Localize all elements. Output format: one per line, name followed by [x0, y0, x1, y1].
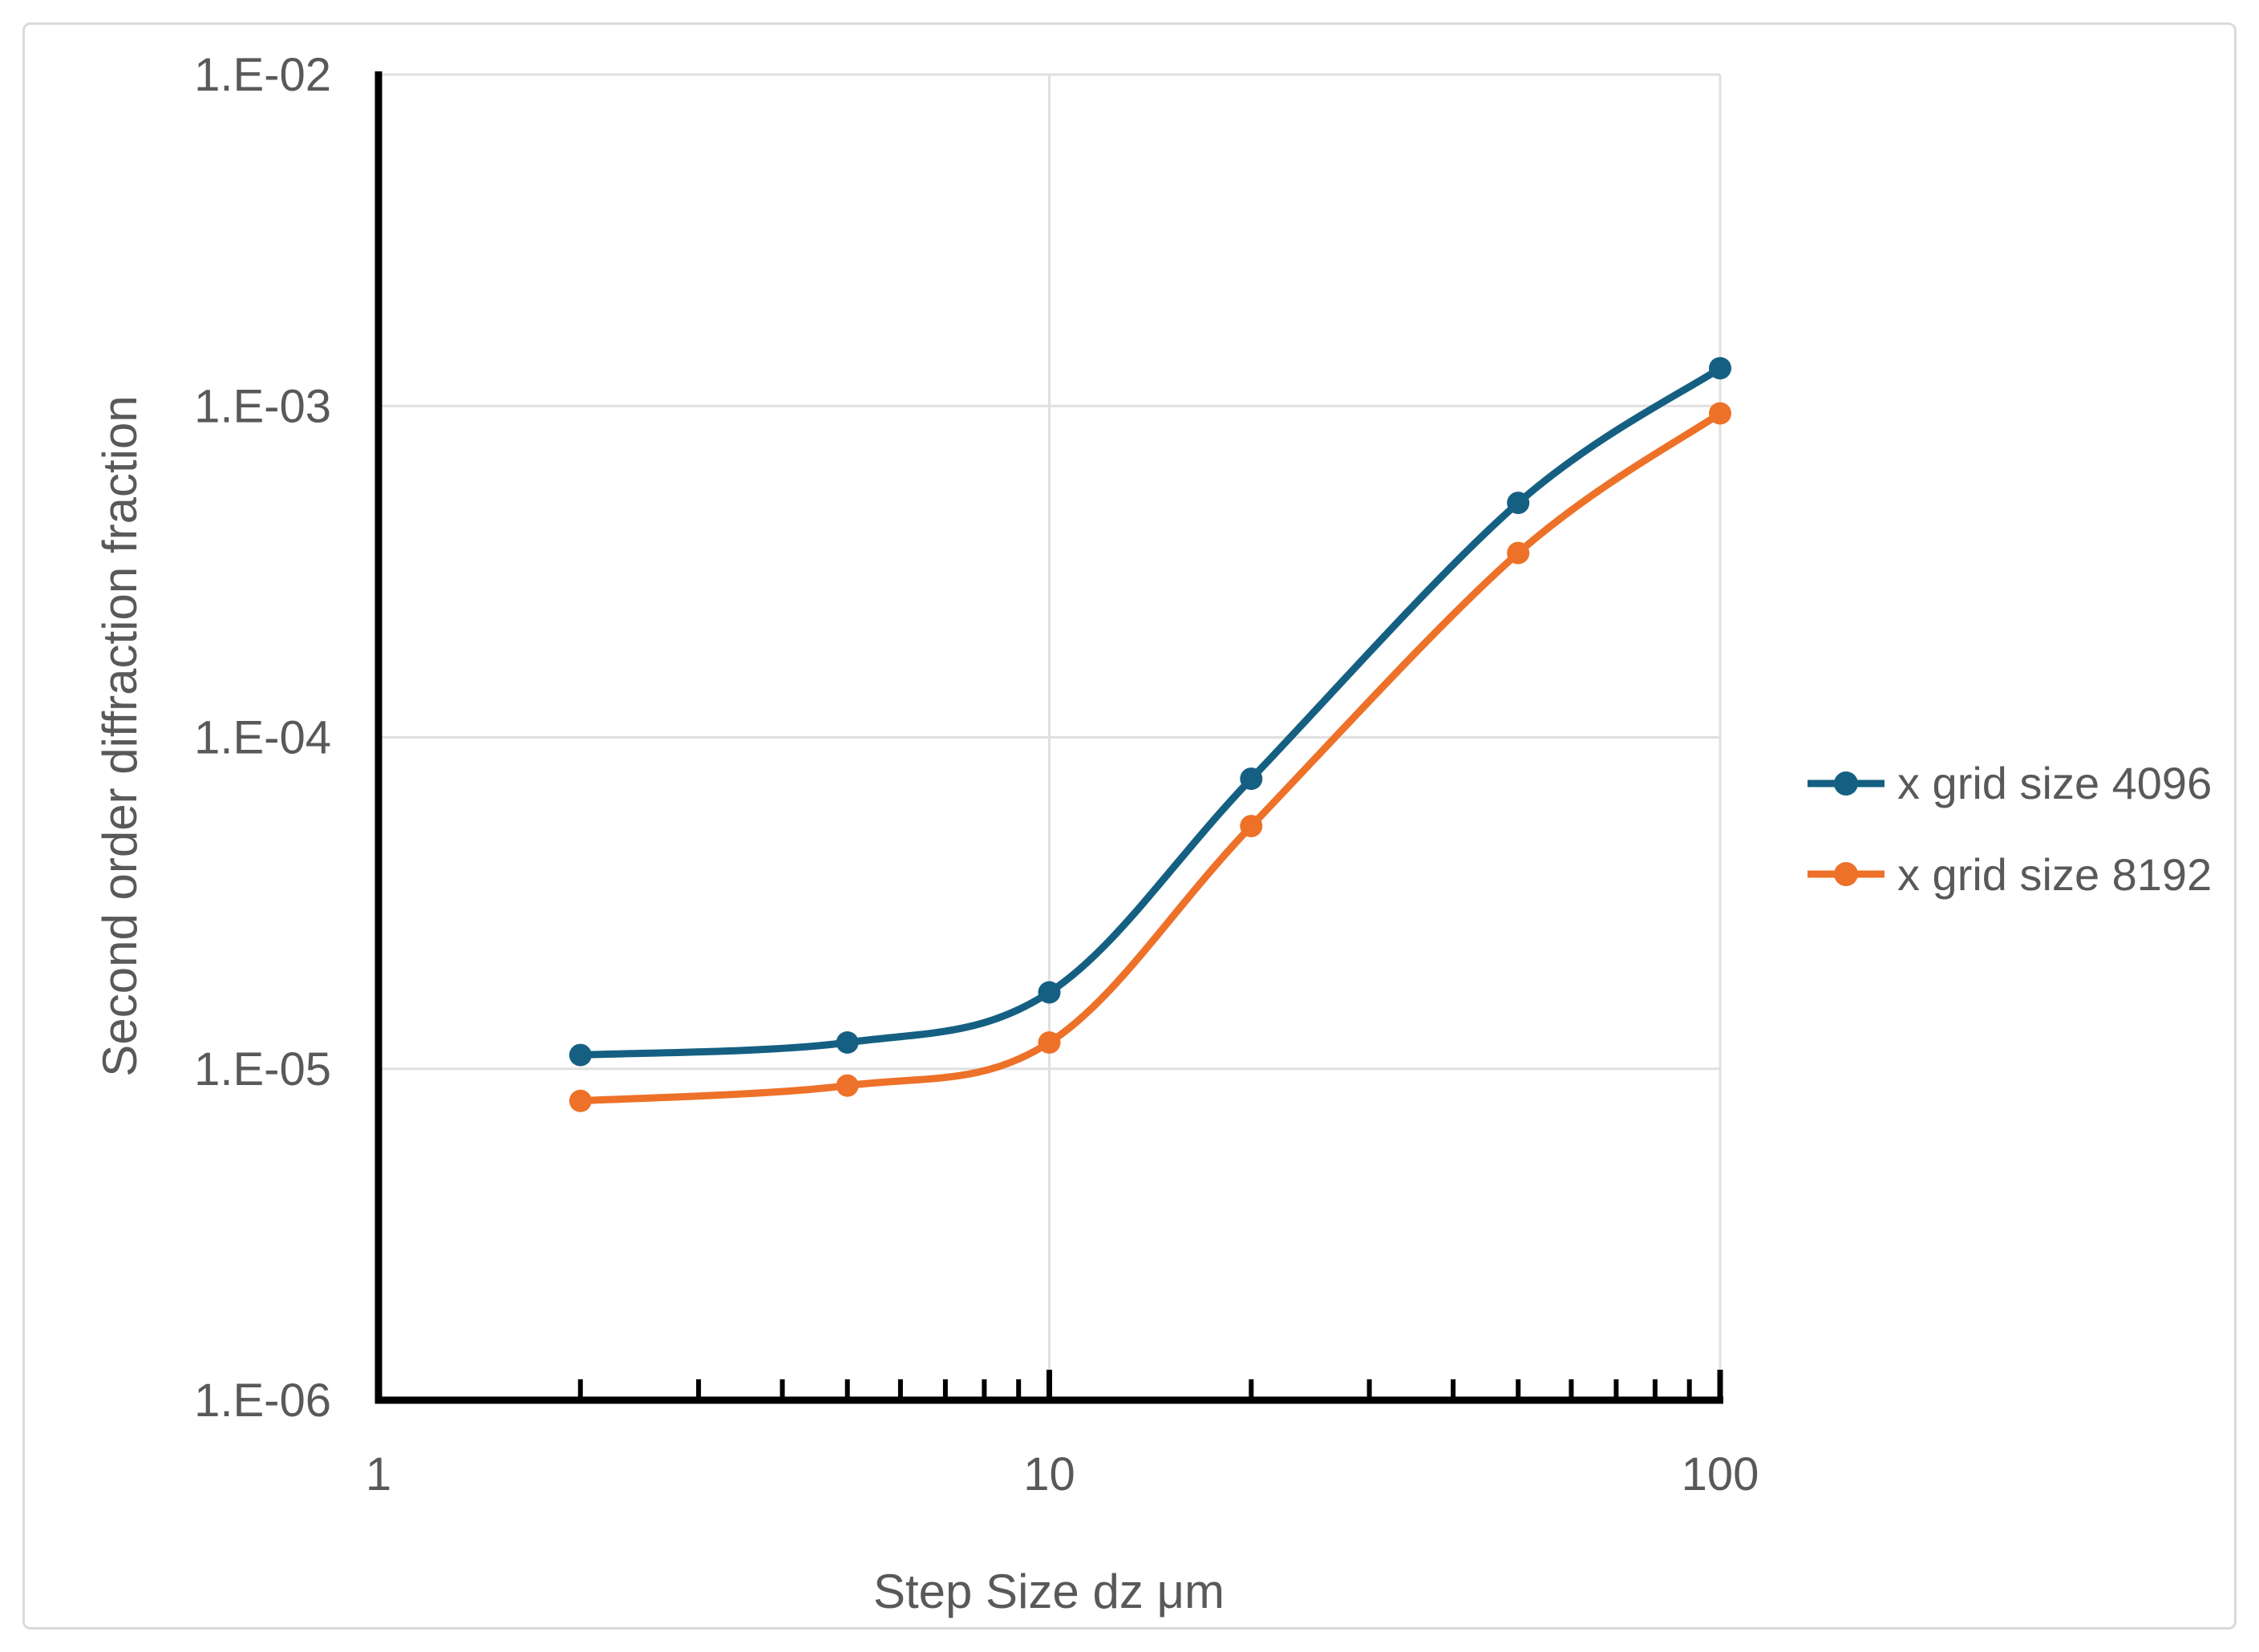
x-axis-tick-labels: 1 10 100: [366, 1448, 1759, 1500]
y-tick-label: 1.E-02: [194, 49, 331, 101]
legend-item-series-8192[interactable]: x grid size 8192: [1806, 848, 2212, 900]
data-point-marker: [1038, 981, 1061, 1004]
data-point-marker: [1240, 815, 1263, 838]
legend: x grid size 4096 x grid size 8192: [1806, 759, 2212, 899]
x-tick-label: 100: [1682, 1448, 1759, 1500]
x-tick-label: 1: [366, 1448, 391, 1500]
legend-label: x grid size 4096: [1897, 758, 2212, 808]
y-tick-label: 1.E-06: [194, 1375, 331, 1427]
series-4096[interactable]: [569, 357, 1731, 1067]
data-point-marker: [1507, 492, 1530, 515]
data-point-marker: [1709, 402, 1731, 425]
data-point-marker: [1240, 767, 1263, 791]
y-tick-label: 1.E-04: [194, 712, 331, 764]
legend-item-series-4096[interactable]: x grid size 4096: [1806, 759, 2212, 808]
legend-label: x grid size 8192: [1897, 848, 2212, 900]
data-point-marker: [1507, 541, 1530, 565]
y-axis-tick-labels: 1.E-02 1.E-03 1.E-04 1.E-05 1.E-06: [194, 49, 331, 1427]
data-point-marker: [836, 1031, 859, 1054]
x-tick-label: 10: [1023, 1448, 1075, 1500]
legend-line-marker-icon: [1808, 862, 1885, 887]
x-axis-title: Step Size dz μm: [872, 1565, 1225, 1618]
data-point-marker: [1038, 1031, 1061, 1054]
data-point-marker: [569, 1089, 592, 1112]
legend-line-marker-icon: [1808, 771, 1885, 796]
x-axis-ticks: [577, 1370, 1723, 1400]
data-point-marker: [569, 1043, 592, 1067]
y-tick-label: 1.E-05: [194, 1043, 331, 1095]
series-8192[interactable]: [569, 402, 1731, 1112]
y-axis-title: Second order diffraction fraction: [93, 395, 147, 1077]
gridlines: [379, 73, 1722, 1400]
data-point-marker: [1709, 357, 1731, 380]
data-point-marker: [836, 1074, 859, 1097]
y-tick-label: 1.E-03: [194, 380, 331, 432]
